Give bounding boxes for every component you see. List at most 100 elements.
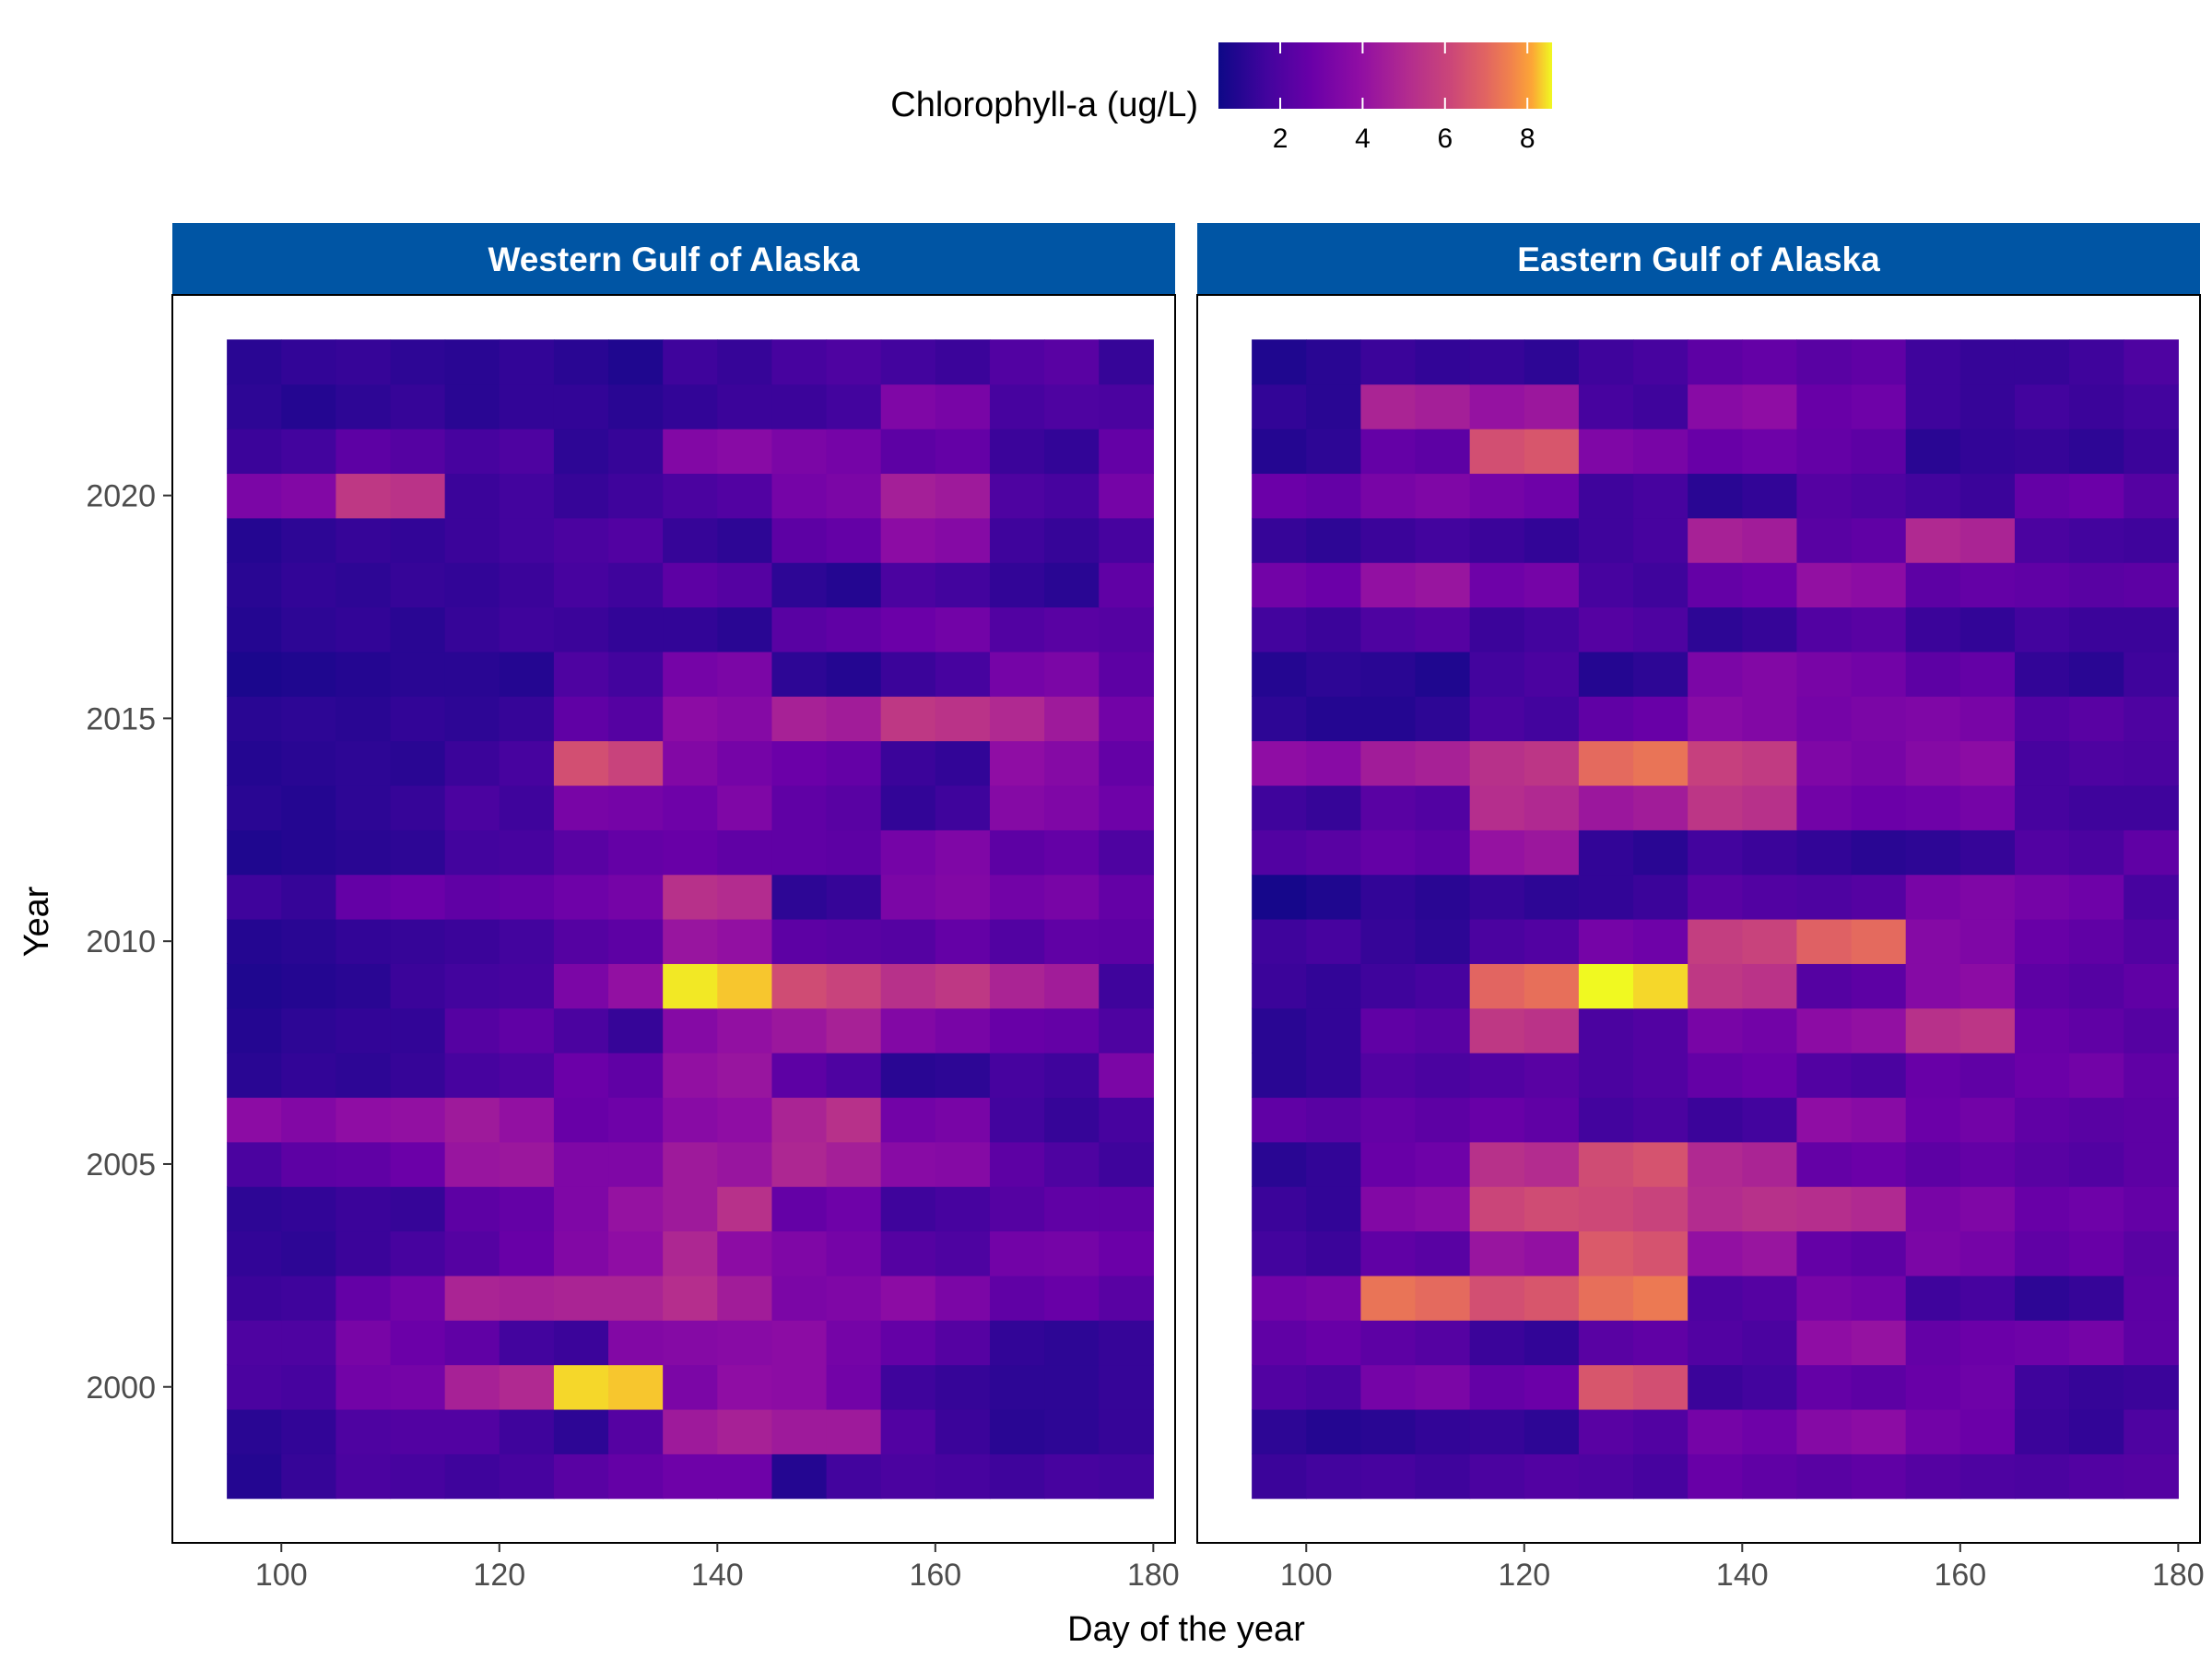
heatmap-cell: [227, 606, 282, 653]
heatmap-cell: [2124, 1007, 2179, 1053]
heatmap-cell: [880, 696, 936, 742]
heatmap-cell: [1252, 1320, 1307, 1366]
heatmap-cell: [608, 383, 664, 429]
heatmap-cell: [499, 1275, 555, 1321]
heatmap-cell: [1633, 1364, 1688, 1410]
heatmap-cell: [663, 1453, 718, 1500]
heatmap-cell: [390, 1097, 446, 1143]
heatmap-cell: [1742, 1097, 1798, 1143]
heatmap-cell: [1044, 874, 1100, 920]
heatmap-cell: [499, 651, 555, 697]
heatmap-cell: [553, 1053, 609, 1099]
heatmap-cell: [2014, 1007, 2070, 1053]
heatmap-cell: [1360, 874, 1417, 920]
heatmap-cell: [2124, 1275, 2179, 1321]
heatmap-cell: [663, 784, 718, 830]
heatmap-cell: [281, 1453, 336, 1500]
heatmap-cell: [1851, 339, 1907, 385]
heatmap-cell: [1959, 919, 2016, 964]
heatmap-cell: [1578, 1275, 1634, 1321]
heatmap-cell: [1742, 1186, 1798, 1232]
heatmap-cell: [2124, 562, 2179, 608]
heatmap-cell: [2069, 696, 2124, 742]
heatmap-cell: [1044, 429, 1100, 475]
heatmap-cell: [1044, 1053, 1100, 1099]
heatmap-cell: [1524, 1007, 1580, 1053]
heatmap-cell: [1578, 1186, 1634, 1232]
heatmap-cell: [989, 784, 1045, 830]
heatmap-cell: [989, 383, 1045, 429]
heatmap-cell: [2069, 1097, 2124, 1143]
heatmap-cell: [826, 1275, 882, 1321]
heatmap-cell: [1360, 339, 1417, 385]
heatmap-cell: [1959, 606, 2016, 653]
heatmap-cell: [1252, 1275, 1307, 1321]
heatmap-cell: [227, 1141, 282, 1187]
heatmap-cell: [444, 1230, 500, 1277]
heatmap-cell: [1306, 429, 1361, 475]
heatmap-cell: [2069, 1053, 2124, 1099]
heatmap-cell: [1524, 784, 1580, 830]
heatmap-cell: [663, 1275, 718, 1321]
heatmap-cell: [1252, 651, 1307, 697]
heatmap-cell: [1469, 963, 1525, 1009]
heatmap-cell: [553, 1230, 609, 1277]
heatmap-cell: [444, 963, 500, 1009]
heatmap-cell: [1360, 1364, 1417, 1410]
heatmap-cell: [935, 339, 991, 385]
heatmap-cell: [1796, 1007, 1853, 1053]
heatmap-cell: [1688, 383, 1743, 429]
heatmap-cell: [553, 1364, 609, 1410]
heatmap-cell: [1252, 830, 1307, 876]
heatmap-cell: [1044, 383, 1100, 429]
heatmap-cell: [1415, 1186, 1471, 1232]
panel-eastern: Eastern Gulf of Alaska 100 120 140 160 180: [1196, 223, 2205, 1593]
heatmap-cell: [390, 429, 446, 475]
heatmap-cell: [1633, 1053, 1688, 1099]
heatmap-cell: [1044, 562, 1100, 608]
heatmap-cell: [717, 1453, 773, 1500]
heatmap-cell: [553, 740, 609, 786]
heatmap-cell: [1044, 473, 1100, 519]
heatmap-cell: [2124, 429, 2179, 475]
heatmap-cell: [2014, 473, 2070, 519]
heatmap-cell: [1742, 874, 1798, 920]
heatmap-cell: [826, 517, 882, 563]
heatmap-cell: [1252, 1053, 1307, 1099]
heatmap-cell: [1252, 606, 1307, 653]
heatmap-cell: [1633, 1230, 1688, 1277]
heatmap-cell: [1360, 1453, 1417, 1500]
heatmap-cell: [717, 562, 773, 608]
heatmap-cell: [444, 1053, 500, 1099]
x-tick-label: 140: [1716, 1558, 1769, 1593]
heatmap-cell: [935, 1408, 991, 1454]
heatmap-cell: [335, 651, 392, 697]
heatmap-cell: [663, 830, 718, 876]
heatmap-cell: [1360, 696, 1417, 742]
heatmap-cell: [771, 1007, 828, 1053]
heatmap-cell: [335, 1141, 392, 1187]
heatmap-cell: [1469, 1097, 1525, 1143]
heatmap-cell: [2124, 1097, 2179, 1143]
heatmap-cell: [390, 562, 446, 608]
heatmap-cell: [1959, 830, 2016, 876]
heatmap-cell: [771, 517, 828, 563]
heatmap-cell: [1742, 339, 1798, 385]
heatmap-cell: [1415, 1007, 1471, 1053]
heatmap-cell: [1524, 1320, 1580, 1366]
heatmap-cell: [1415, 1141, 1471, 1187]
heatmap-cell: [1796, 1364, 1853, 1410]
heatmap-cell: [444, 473, 500, 519]
heatmap-cell: [1796, 696, 1853, 742]
heatmap-cell: [1306, 1364, 1361, 1410]
heatmap-cell: [2124, 517, 2179, 563]
heatmap-cell: [608, 429, 664, 475]
heatmap-cell: [989, 1453, 1045, 1500]
heatmap-cell: [663, 874, 718, 920]
heatmap-cell: [390, 339, 446, 385]
heatmap-cell: [444, 651, 500, 697]
heatmap-cell: [771, 429, 828, 475]
heatmap-cell: [880, 740, 936, 786]
heatmap-cell: [717, 696, 773, 742]
heatmap-cell: [1252, 1097, 1307, 1143]
